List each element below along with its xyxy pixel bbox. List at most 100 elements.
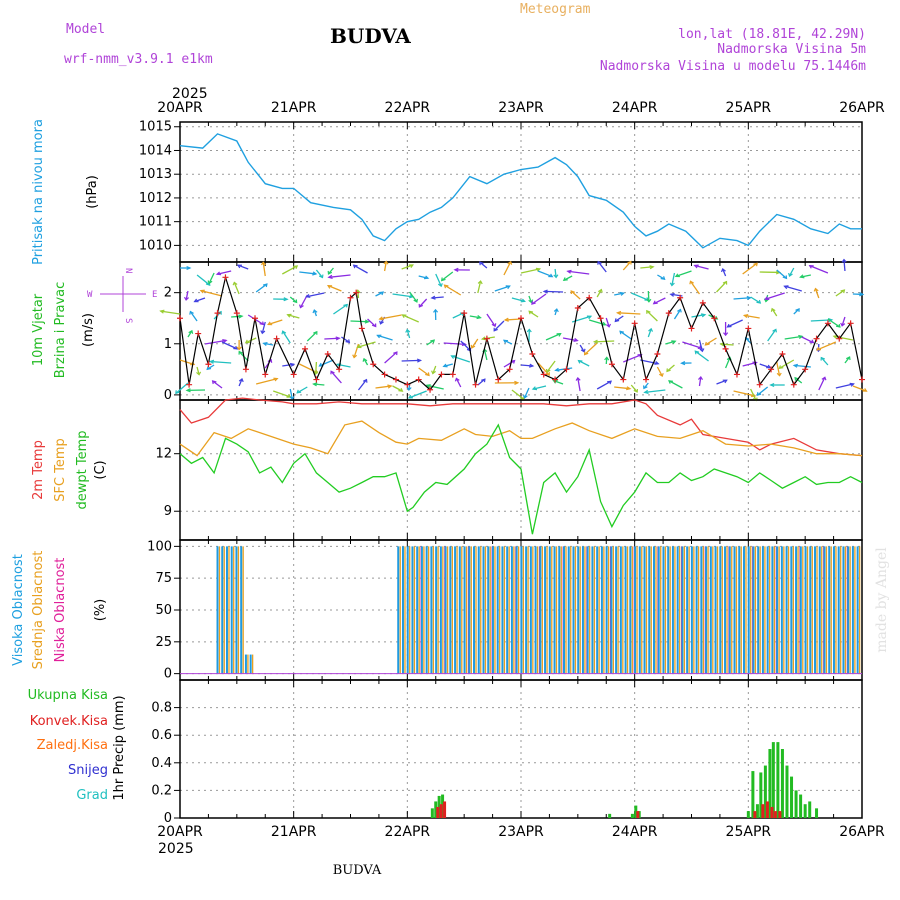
wind-arrow — [537, 270, 553, 278]
wind-arrow — [691, 314, 706, 318]
speed-marker — [813, 335, 820, 342]
wind-arrow — [716, 281, 727, 293]
wind-arrowhead — [406, 386, 412, 391]
wind-arrowhead — [704, 341, 710, 346]
wind-arrow — [196, 366, 200, 375]
wind-arrow — [771, 308, 778, 317]
wind-arrowhead — [440, 277, 446, 282]
wind-arrowhead — [196, 371, 202, 376]
wind-arrowhead — [364, 319, 370, 324]
wind-arrow — [673, 309, 682, 320]
wind-arrowhead — [808, 264, 814, 269]
speed-marker — [353, 289, 360, 296]
speed-marker — [768, 366, 775, 373]
temp-unit: (C) — [93, 460, 108, 479]
wind-arrow — [200, 289, 223, 297]
wind-arrowhead — [815, 346, 822, 351]
speed-marker — [608, 361, 615, 368]
wind-arrowhead — [669, 292, 675, 297]
wind-arrow — [776, 269, 787, 279]
wind-arrow — [744, 314, 760, 319]
wind-arrowhead — [849, 382, 855, 387]
wind-arrowhead — [809, 339, 815, 344]
wind-arrowhead — [700, 313, 707, 318]
wind-arrow — [477, 280, 482, 294]
wind-arrow — [757, 386, 769, 396]
speed-marker — [574, 305, 581, 311]
elevation-label: Nadmorska Visina 5m — [717, 42, 866, 57]
wind-arrowhead — [185, 388, 191, 393]
wind-arrowhead — [726, 323, 732, 328]
wind-arrowhead — [694, 350, 700, 355]
wind-arrow — [194, 297, 206, 303]
speed-marker — [415, 376, 422, 383]
speed-marker — [688, 325, 695, 332]
wind-arrow — [694, 264, 709, 270]
cloud-label-mid: Srednja Oblacnost — [31, 551, 46, 670]
speed-marker — [381, 371, 388, 378]
wind-arrow — [605, 317, 610, 328]
date-label-bottom: 26APR — [839, 824, 885, 840]
date-label-top: 20APR — [157, 100, 203, 116]
speed-marker — [302, 345, 309, 352]
series-line — [179, 397, 863, 457]
wind-arrowhead — [431, 370, 436, 375]
wind-arrowhead — [526, 328, 532, 333]
wind-arrow — [528, 310, 539, 318]
wind-arrowhead — [313, 371, 319, 375]
speed-marker — [495, 376, 502, 383]
wind-arrowhead — [531, 300, 536, 305]
wind-arrowhead — [398, 388, 404, 392]
precip-legend-item: Zaledj.Kisa — [37, 738, 108, 753]
speed-marker — [677, 294, 684, 301]
wind-arrowhead — [542, 289, 548, 294]
wind-arrow — [357, 379, 367, 391]
wind-arrowhead — [666, 368, 671, 373]
wind-arrowhead — [723, 332, 729, 337]
wind-arrowhead — [305, 293, 311, 298]
speed-marker — [529, 351, 536, 357]
precip-bar — [755, 804, 759, 818]
wind-arrowhead — [259, 321, 265, 326]
wind-arrowhead — [493, 327, 498, 332]
wind-arrowhead — [286, 313, 292, 318]
wind-arrow — [237, 264, 249, 270]
series-line — [179, 423, 863, 535]
precip-bar — [434, 801, 438, 818]
wind-arrow — [469, 315, 481, 319]
wind-arrowhead — [528, 299, 534, 304]
wind-arrowhead — [646, 298, 652, 303]
wind-arrowhead — [752, 361, 758, 366]
wind-arrowhead — [281, 330, 287, 335]
wind-arrow — [596, 380, 612, 390]
precip-bar — [799, 794, 803, 818]
speed-marker — [824, 320, 831, 327]
wind-arrowhead — [299, 304, 304, 309]
wind-arrow — [483, 349, 488, 361]
precip-bar — [439, 804, 443, 818]
wind-arrow — [827, 318, 841, 328]
precip-bar — [636, 811, 640, 818]
wind-arrow — [666, 364, 675, 372]
wind-arrowhead — [586, 315, 593, 320]
wind-arrow — [546, 360, 556, 373]
wind-arrowhead — [442, 363, 448, 368]
wind-arrowhead — [383, 260, 389, 265]
wind-arrowhead — [643, 389, 649, 394]
wind-arrow — [562, 337, 578, 342]
speed-marker — [324, 351, 331, 357]
y-tick-label: 1013 — [139, 167, 172, 182]
wind-arrow — [432, 365, 437, 374]
wind-arrow — [330, 370, 342, 384]
speed-marker — [177, 315, 183, 322]
wind-arrow — [418, 367, 430, 376]
speed-marker — [404, 381, 411, 388]
wind-arrowhead — [199, 289, 205, 294]
y-tick-label: 50 — [155, 603, 172, 618]
wind-arrow — [208, 272, 215, 284]
y-tick-label: 0.2 — [151, 783, 172, 798]
wind-arrowhead — [505, 285, 511, 290]
y-tick-label: 25 — [155, 635, 172, 650]
wind-arrow — [733, 297, 751, 300]
